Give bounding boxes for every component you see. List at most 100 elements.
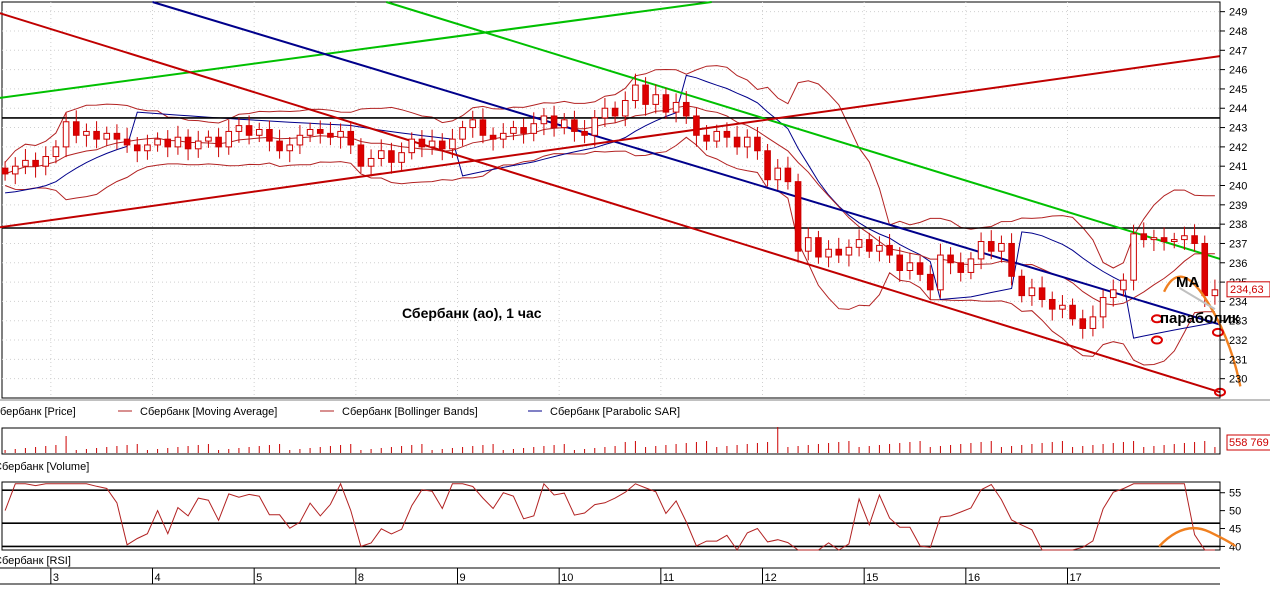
candle-down: [133, 144, 141, 152]
candle-up: [306, 128, 314, 136]
candle: [1211, 279, 1219, 305]
trend-line: [0, 12, 1221, 394]
candle: [113, 124, 121, 150]
price-tick-label: 243: [1229, 123, 1247, 135]
candle-down: [865, 239, 873, 252]
price-tick-label: 248: [1229, 26, 1247, 38]
candle-down: [520, 127, 527, 134]
candle-down: [987, 241, 995, 252]
candle-down: [642, 84, 649, 105]
candle-up: [296, 134, 304, 146]
candle: [449, 128, 456, 158]
candle-up: [1059, 304, 1066, 310]
candle-up: [103, 132, 111, 140]
rsi-legend: Сбербанк [RSI]: [0, 555, 71, 567]
candle: [123, 127, 131, 153]
candle: [550, 105, 558, 137]
candle-down: [93, 130, 100, 140]
candle: [93, 121, 100, 149]
candle: [22, 149, 29, 175]
price-grid: [1, 1, 1221, 399]
candle-up: [194, 140, 202, 150]
candle-down: [723, 130, 731, 138]
candle: [469, 110, 477, 138]
candle: [916, 256, 924, 282]
candle: [408, 132, 416, 160]
candle-up: [459, 127, 466, 140]
candle: [662, 87, 670, 119]
candle-up: [845, 246, 853, 256]
candle: [937, 243, 944, 298]
volume-legend: Сбербанк [Volume]: [0, 461, 89, 473]
candle-down: [1, 167, 9, 175]
candle: [194, 130, 202, 158]
candle: [652, 84, 660, 114]
candle-up: [967, 258, 975, 273]
candle: [906, 252, 914, 280]
candle-down: [1008, 242, 1015, 277]
candle-up: [1211, 289, 1219, 297]
candle: [977, 232, 985, 270]
candle-up: [428, 140, 436, 148]
candle-up: [499, 132, 507, 140]
candle-down: [1069, 304, 1076, 320]
volume-panel: 558 769: [1, 427, 1270, 455]
candle: [296, 125, 304, 155]
candle-up: [825, 248, 832, 258]
candle: [245, 115, 253, 145]
candle: [83, 123, 90, 147]
price-panel-frame: [1, 1, 1221, 399]
candle: [713, 124, 721, 148]
candle: [560, 113, 568, 135]
date-tick-label: 15: [866, 572, 878, 584]
price-tick-label: 234: [1229, 296, 1247, 308]
candle: [235, 117, 243, 143]
candle: [998, 235, 1005, 263]
price-tick-label: 233: [1229, 316, 1247, 328]
candle-down: [215, 136, 222, 148]
candle-up: [367, 157, 375, 167]
candle: [388, 142, 395, 174]
candle-up: [449, 138, 456, 150]
date-tick-label: 10: [561, 572, 573, 584]
last-price-label: 234,63: [1230, 284, 1264, 296]
candle: [743, 129, 751, 159]
candle: [489, 127, 497, 151]
candle-up: [469, 119, 477, 129]
candle-down: [886, 244, 893, 256]
candle: [337, 123, 344, 149]
candle-up: [62, 121, 70, 148]
volume-value-label: 558 769: [1229, 437, 1269, 449]
candle-up: [540, 115, 548, 125]
horizontal-levels: [2, 117, 1220, 229]
candle-up: [652, 94, 660, 105]
candle-up: [510, 127, 517, 134]
candle: [459, 120, 466, 146]
candle-down: [957, 262, 965, 273]
candle: [438, 133, 446, 161]
candle: [591, 109, 599, 147]
candle-up: [144, 144, 151, 152]
candle-down: [123, 138, 131, 146]
candle: [164, 130, 172, 158]
forecast-arrow-price: [1162, 275, 1242, 387]
candle: [896, 247, 904, 282]
candle-up: [774, 167, 782, 181]
price-tick-label: 242: [1229, 142, 1247, 154]
candle-up: [560, 119, 568, 129]
price-tick-label: 244: [1229, 103, 1247, 115]
candle-up: [52, 146, 60, 158]
candle-up: [672, 101, 680, 113]
candle: [621, 91, 629, 127]
candle-down: [418, 138, 426, 148]
trend-line: [0, 55, 1221, 229]
candle-up: [83, 130, 90, 136]
legend-entry: Сбербанк [Moving Average]: [140, 406, 277, 418]
candle: [540, 108, 548, 136]
rsi-tick-label: 50: [1229, 506, 1241, 518]
candle-down: [550, 115, 558, 129]
price-tick-label: 237: [1229, 238, 1247, 250]
candle-down: [916, 262, 924, 275]
candle: [1170, 232, 1178, 249]
